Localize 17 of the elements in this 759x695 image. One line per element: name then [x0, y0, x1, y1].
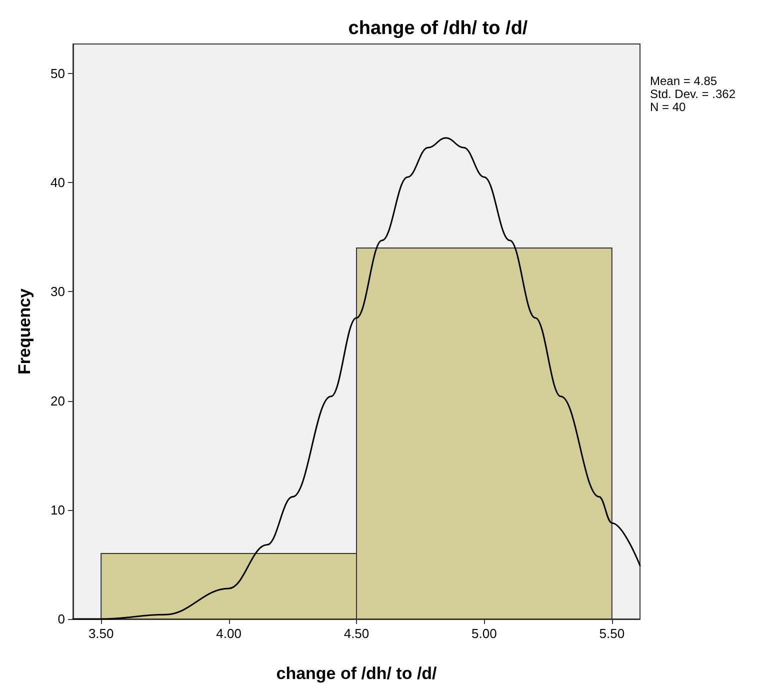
y-axis-title: Frequency [15, 288, 34, 374]
y-tick-label: 40 [50, 175, 65, 190]
y-tick-label: 30 [50, 284, 65, 300]
y-tick-label: 0 [58, 612, 65, 626]
y-tick-label: 10 [50, 502, 65, 518]
text: Mean = 4.85 [650, 74, 718, 88]
x-axis-title: change of /dh/ to /d/ [276, 664, 438, 683]
y-tick-label: 50 [50, 66, 65, 81]
x-tick-label: 4.50 [344, 626, 370, 641]
x-tick-label: 5.00 [472, 626, 497, 641]
x-tick-label: 3.50 [88, 626, 114, 641]
text: Std. Dev. = .362 [650, 87, 736, 101]
y-tick-label: 20 [50, 393, 65, 408]
x-tick-label: 5.50 [599, 626, 625, 641]
chart-title: change of /dh/ to /d/ [348, 18, 528, 39]
x-tick-label: 4.00 [216, 626, 242, 641]
text: N = 40 [650, 100, 686, 114]
